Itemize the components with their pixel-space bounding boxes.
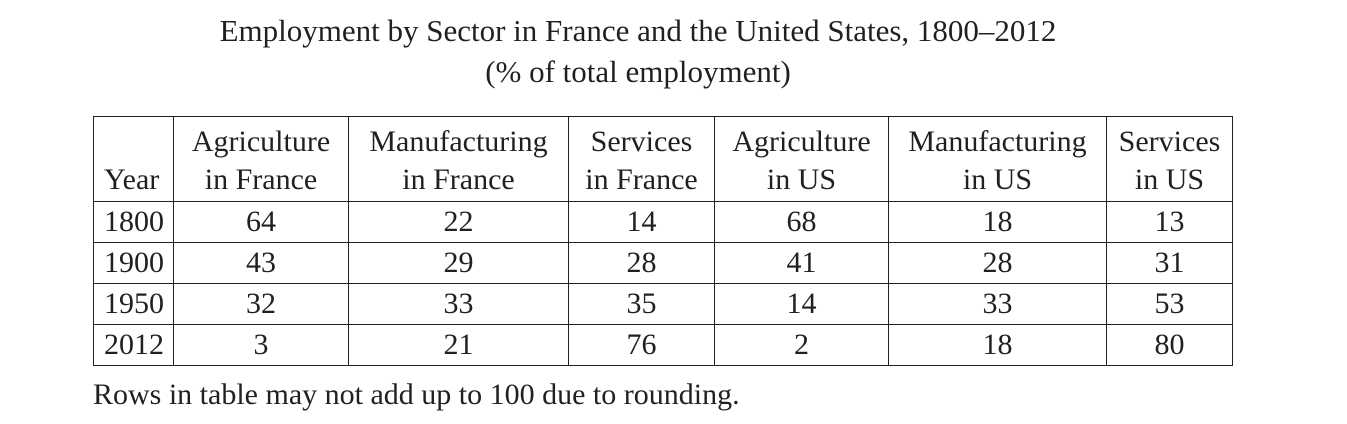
header-label-line1: Manufacturing: [908, 125, 1087, 158]
table-row: 2012 3 21 76 2 18 80: [93, 324, 1233, 366]
table-cell: 18: [888, 324, 1107, 366]
column-header-services-us: Services in US: [1106, 116, 1233, 202]
header-label-line2: in US: [1134, 163, 1205, 196]
header-label-line2: in France: [204, 163, 318, 196]
table-row: 1800 64 22 14 68 18 13: [93, 201, 1233, 243]
table-cell: 21: [348, 324, 569, 366]
table-cell: 28: [888, 242, 1107, 284]
table-subtitle: (% of total employment): [485, 54, 791, 89]
table-cell: 22: [348, 201, 569, 243]
table-cell: 41: [714, 242, 889, 284]
header-label-line1: Services: [590, 125, 693, 158]
table-cell: 76: [568, 324, 715, 366]
table-title: Employment by Sector in France and the U…: [219, 13, 1057, 48]
table-header-row: Year Agriculture in France Manufacturing…: [93, 116, 1233, 202]
header-label-line2: in US: [962, 163, 1033, 196]
column-header-agriculture-us: Agriculture in US: [714, 116, 889, 202]
header-label-line2: Year: [104, 163, 160, 196]
table-cell: 18: [888, 201, 1107, 243]
table-cell: 80: [1106, 324, 1233, 366]
table-cell: 31: [1106, 242, 1233, 284]
header-label-line1: Manufacturing: [369, 125, 548, 158]
table-cell: 43: [173, 242, 349, 284]
table-cell: 28: [568, 242, 715, 284]
year-cell: 1900: [93, 242, 174, 284]
table-cell: 33: [888, 283, 1107, 325]
table-row: 1900 43 29 28 41 28 31: [93, 242, 1233, 284]
table-cell: 3: [173, 324, 349, 366]
column-header-manufacturing-france: Manufacturing in France: [348, 116, 569, 202]
footnote: Rows in table may not add up to 100 due …: [93, 378, 740, 411]
table-cell: 35: [568, 283, 715, 325]
table-row: 1950 32 33 35 14 33 53: [93, 283, 1233, 325]
column-header-year: Year: [93, 116, 174, 202]
header-label-line2: in France: [585, 163, 698, 196]
year-cell: 1800: [93, 201, 174, 243]
column-header-agriculture-france: Agriculture in France: [173, 116, 349, 202]
table-cell: 33: [348, 283, 569, 325]
header-label-line2: in France: [402, 163, 515, 196]
table-cell: 14: [568, 201, 715, 243]
column-header-manufacturing-us: Manufacturing in US: [888, 116, 1107, 202]
table-cell: 29: [348, 242, 569, 284]
table-cell: 64: [173, 201, 349, 243]
table-cell: 53: [1106, 283, 1233, 325]
table-cell: 32: [173, 283, 349, 325]
employment-table: Year Agriculture in France Manufacturing…: [93, 116, 1233, 366]
header-label-line1: Services: [1118, 125, 1221, 158]
year-cell: 1950: [93, 283, 174, 325]
column-header-services-france: Services in France: [568, 116, 715, 202]
table-cell: 13: [1106, 201, 1233, 243]
header-label-line1: Agriculture: [191, 125, 331, 158]
year-cell: 2012: [93, 324, 174, 366]
header-label-line1: Agriculture: [732, 125, 871, 158]
table-cell: 2: [714, 324, 889, 366]
table-cell: 14: [714, 283, 889, 325]
table-cell: 68: [714, 201, 889, 243]
header-label-line2: in US: [766, 163, 837, 196]
